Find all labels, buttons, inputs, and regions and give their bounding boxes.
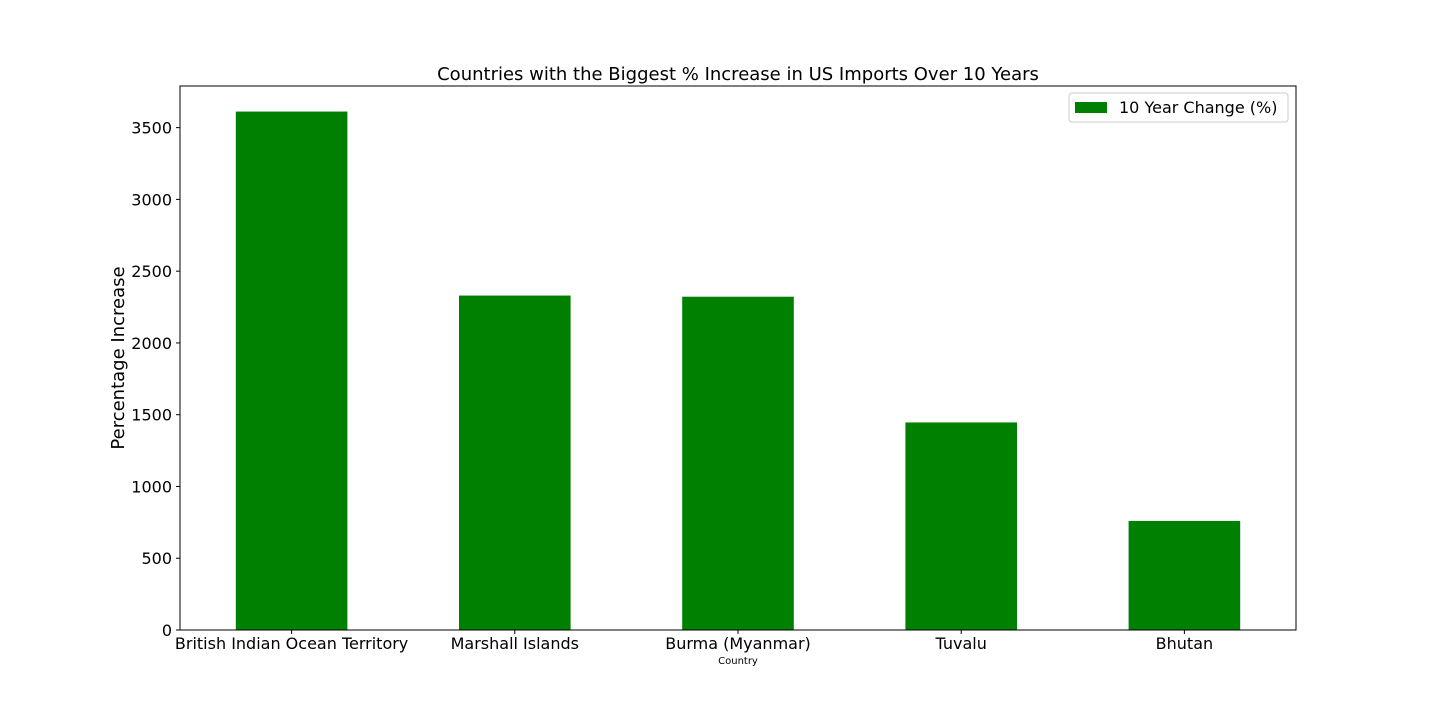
legend: 10 Year Change (%) bbox=[1068, 92, 1289, 123]
y-tick-label: 3500 bbox=[131, 119, 172, 138]
x-axis-label: Country bbox=[718, 656, 758, 667]
x-tick-label: Marshall Islands bbox=[451, 634, 579, 653]
legend-swatch bbox=[1075, 102, 1107, 113]
x-tick-label: Bhutan bbox=[1156, 634, 1213, 653]
bars-layer bbox=[235, 111, 1241, 631]
x-axis-ticks: British Indian Ocean Territory Marshall I… bbox=[175, 630, 1213, 653]
y-tick-label: 2500 bbox=[131, 262, 172, 281]
x-tick-label: Burma (Myanmar) bbox=[665, 634, 811, 653]
plot-area-frame bbox=[179, 85, 1297, 631]
y-tick-label: 500 bbox=[141, 549, 172, 568]
y-tick-label: 1000 bbox=[131, 477, 172, 496]
bar-2 bbox=[682, 296, 794, 630]
y-axis-ticks: 0 500 1000 1500 2000 2500 3000 3500 bbox=[131, 119, 180, 640]
bar-3 bbox=[905, 422, 1017, 630]
bar-0 bbox=[235, 111, 348, 631]
y-tick-label: 3000 bbox=[131, 190, 172, 209]
x-tick-label: British Indian Ocean Territory bbox=[175, 634, 408, 653]
y-tick-label: 2000 bbox=[131, 334, 172, 353]
legend-box bbox=[1068, 92, 1289, 123]
bar-1 bbox=[459, 295, 571, 630]
y-axis-label: Percentage Increase bbox=[108, 266, 129, 449]
bar-4 bbox=[1128, 520, 1241, 630]
legend-label: 10 Year Change (%) bbox=[1119, 98, 1277, 117]
y-tick-label: 0 bbox=[162, 621, 172, 640]
y-tick-label: 1500 bbox=[131, 406, 172, 425]
x-tick-label: Tuvalu bbox=[935, 634, 987, 653]
chart-title: Countries with the Biggest % Increase in… bbox=[437, 64, 1039, 85]
